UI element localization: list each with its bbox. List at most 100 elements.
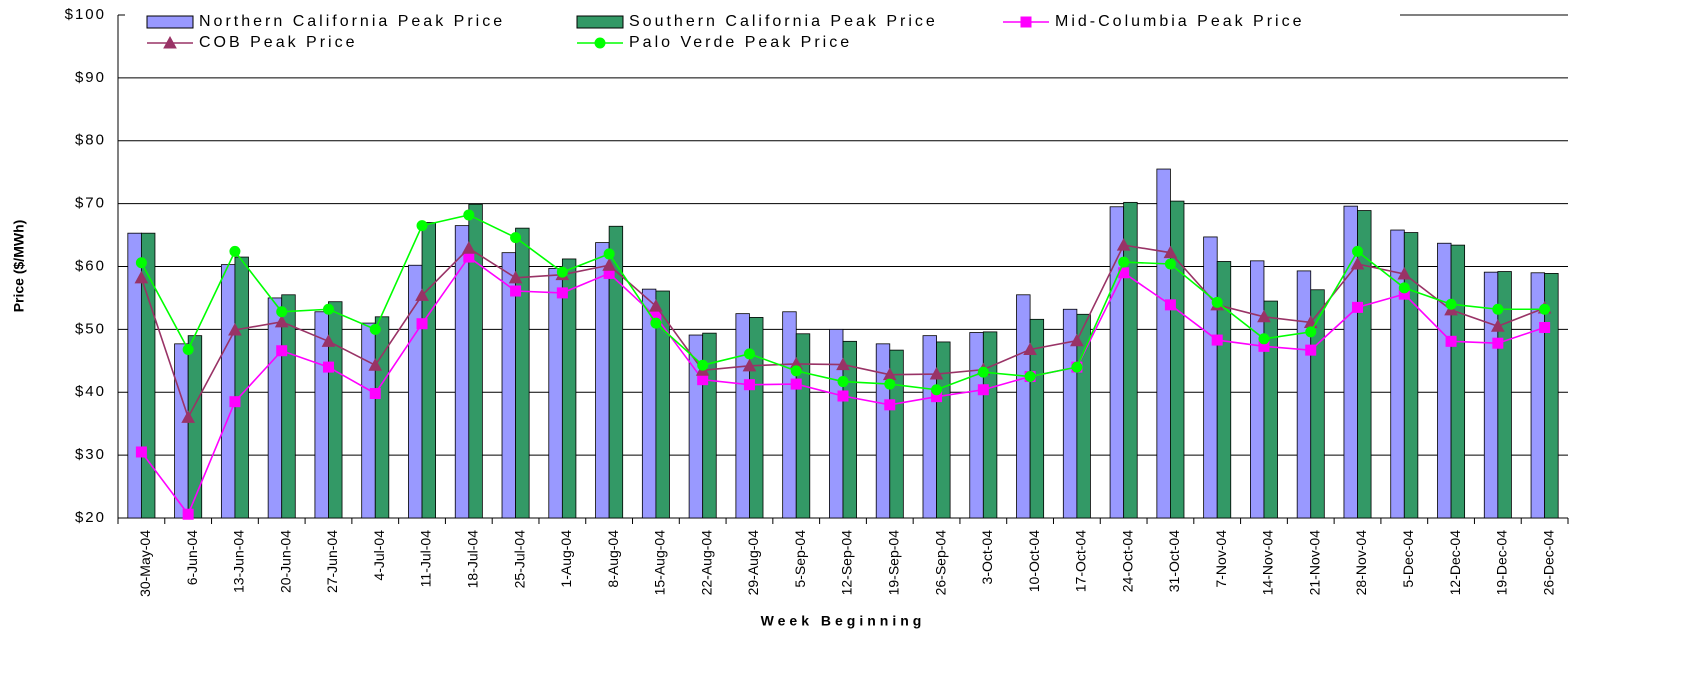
point — [1445, 298, 1457, 310]
point — [274, 314, 289, 328]
bar — [408, 264, 423, 519]
point — [649, 299, 663, 312]
bar — [267, 297, 283, 519]
point — [229, 245, 241, 257]
point — [1163, 245, 1178, 259]
bar — [1437, 242, 1452, 519]
y-tick-label: $80 — [75, 132, 106, 149]
y-tick-label: $60 — [75, 257, 106, 274]
bar — [655, 290, 670, 519]
x-tick-label: 18-Jul-04 — [465, 530, 481, 589]
bar — [922, 335, 937, 519]
point — [977, 384, 989, 396]
bar — [1250, 260, 1265, 519]
y-tick-label: $40 — [75, 383, 106, 400]
x-tick-label: 3-Oct-04 — [979, 530, 995, 585]
bar — [1123, 201, 1138, 519]
x-tick-label: 19-Sep-04 — [885, 530, 901, 596]
x-tick-label: 15-Aug-04 — [652, 530, 668, 596]
point — [742, 358, 757, 372]
point — [182, 508, 194, 520]
point — [461, 241, 476, 254]
bar — [1109, 206, 1125, 519]
point — [743, 379, 755, 391]
bar — [595, 242, 610, 519]
bar — [969, 332, 984, 519]
bar — [515, 227, 530, 519]
bar — [1450, 244, 1466, 519]
point — [1445, 335, 1457, 347]
x-tick-label: 12-Sep-04 — [839, 530, 855, 596]
bar — [749, 317, 764, 519]
point — [1539, 321, 1551, 333]
x-tick-label: 11-Jul-04 — [418, 530, 434, 588]
x-axis-label: Week Beginning — [761, 613, 926, 629]
x-tick-label: 21-Nov-04 — [1306, 530, 1322, 596]
point — [603, 248, 615, 260]
bar — [889, 349, 904, 519]
point — [650, 317, 662, 329]
point — [463, 209, 475, 221]
point — [368, 358, 383, 371]
point — [181, 410, 196, 423]
point — [322, 361, 334, 373]
point — [884, 399, 896, 411]
bar — [1296, 270, 1312, 519]
legend-label: COB Peak Price — [199, 34, 357, 51]
bar — [468, 203, 483, 519]
point — [1350, 256, 1365, 270]
point — [322, 303, 334, 315]
x-tick-label: 28-Nov-04 — [1353, 530, 1369, 596]
point — [510, 285, 522, 297]
bar — [548, 267, 563, 519]
point — [1490, 319, 1505, 332]
bar — [561, 258, 577, 519]
bar — [936, 341, 951, 519]
x-tick-label: 24-Oct-04 — [1119, 530, 1135, 592]
bar — [608, 225, 624, 519]
x-tick-label: 1-Aug-04 — [558, 530, 574, 588]
x-tick-label: 17-Oct-04 — [1073, 530, 1089, 592]
point — [134, 270, 149, 284]
point — [135, 446, 147, 458]
point — [1398, 282, 1410, 294]
point — [1397, 267, 1412, 280]
point — [1164, 258, 1176, 270]
bar — [1357, 210, 1372, 519]
bar — [1029, 318, 1045, 519]
y-tick-label: $50 — [75, 320, 106, 337]
bar — [220, 264, 236, 519]
point — [1492, 337, 1504, 349]
x-tick-label: 29-Aug-04 — [745, 530, 761, 596]
point — [1024, 371, 1036, 383]
x-tick-label: 4-Jul-04 — [371, 530, 387, 581]
point — [229, 396, 241, 408]
legend-label: Northern California Peak Price — [199, 13, 505, 30]
point — [228, 322, 242, 336]
y-tick-label: $30 — [75, 446, 106, 463]
x-tick-label: 27-Jun-04 — [324, 530, 340, 593]
bar — [281, 294, 296, 519]
point — [931, 384, 943, 396]
bar — [1203, 236, 1218, 519]
point — [1492, 303, 1504, 315]
legend-marker — [163, 35, 177, 49]
legend-background — [125, 5, 1400, 55]
bar — [735, 313, 750, 519]
point — [1352, 245, 1364, 257]
point — [1070, 333, 1084, 347]
x-tick-label: 30-May-04 — [137, 530, 153, 597]
point — [1116, 238, 1131, 251]
legend-label: Southern California Peak Price — [629, 13, 938, 30]
y-tick-label: $70 — [75, 195, 106, 212]
bar — [361, 322, 376, 519]
point — [556, 266, 568, 278]
point — [1071, 361, 1083, 373]
x-tick-label: 10-Oct-04 — [1026, 530, 1042, 592]
point — [977, 366, 989, 378]
y-tick-label: $90 — [75, 69, 106, 86]
bar — [454, 225, 470, 519]
point — [837, 390, 849, 402]
point — [416, 220, 428, 232]
